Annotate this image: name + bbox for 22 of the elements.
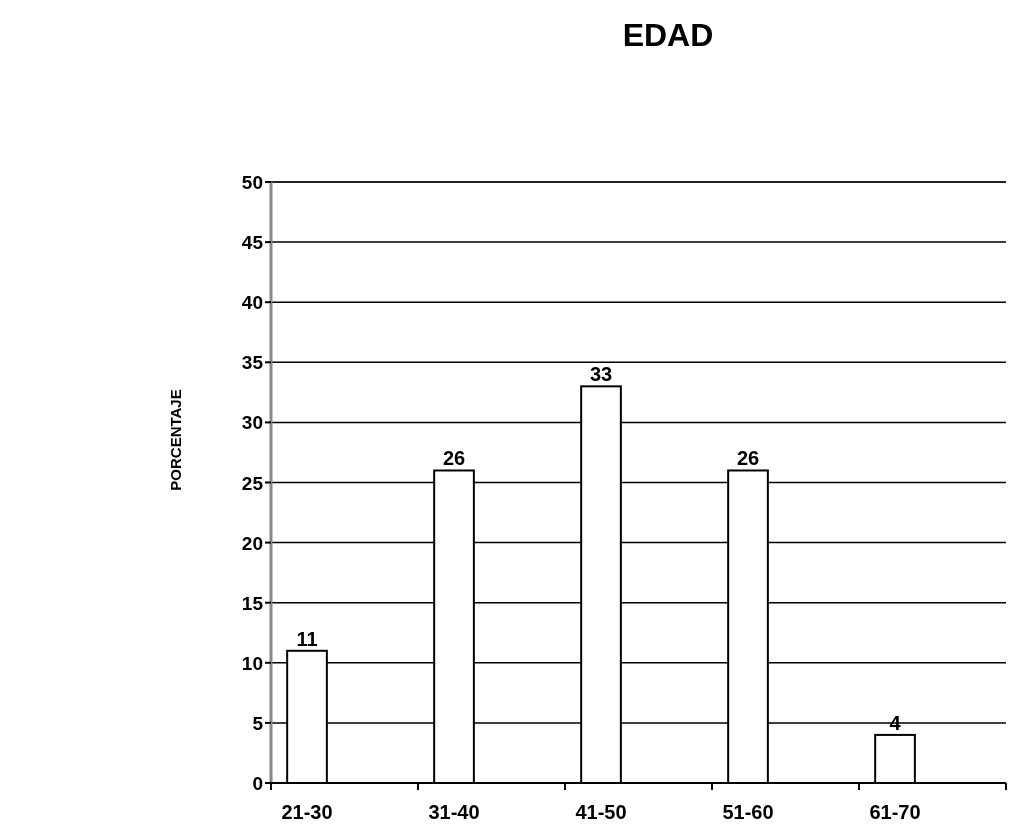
x-tick-label: 31-40 (428, 801, 480, 823)
x-tick-label: 61-70 (869, 801, 921, 823)
data-label: 26 (736, 447, 760, 470)
x-tick-label: 21-30 (281, 801, 333, 823)
x-tick-label: 41-50 (575, 801, 627, 823)
y-tick-label: 30 (241, 412, 263, 434)
x-tick-label: 51-60 (722, 801, 774, 823)
y-axis-title: PORCENTAJE (167, 389, 184, 491)
data-label: 11 (296, 627, 318, 650)
y-tick-label: 10 (241, 652, 263, 674)
y-tick-label: 25 (241, 472, 264, 494)
y-tick-label: 5 (252, 712, 264, 734)
chart-title: EDAD (622, 17, 714, 53)
data-label: 33 (589, 363, 613, 386)
y-tick-label: 0 (252, 773, 263, 794)
y-tick-label: 15 (241, 592, 264, 614)
y-tick-label: 50 (241, 172, 263, 193)
y-tick-label: 45 (241, 232, 264, 254)
y-tick-label: 20 (241, 532, 263, 554)
y-tick-label: 35 (241, 352, 264, 374)
data-label: 26 (442, 447, 466, 470)
y-tick-label: 40 (241, 292, 263, 314)
